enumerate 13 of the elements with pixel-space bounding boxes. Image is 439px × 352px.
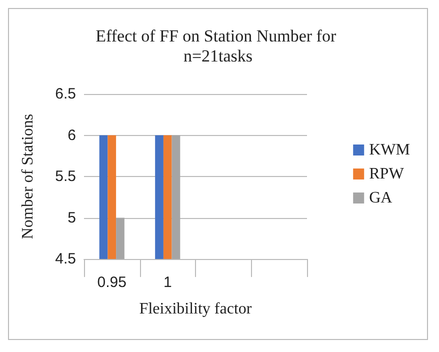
legend-label: RPW	[369, 166, 405, 182]
x-axis-title: Fleixibility factor	[139, 300, 252, 318]
x-tick-label: 1	[163, 274, 172, 291]
y-tick-label: 5	[68, 209, 76, 226]
y-axis-title: Nomber of Stations	[20, 114, 36, 240]
legend-label: GA	[369, 190, 393, 206]
legend-label: KWM	[369, 142, 410, 158]
y-tick-label: 6.5	[55, 86, 76, 102]
y-tick-label: 5.5	[55, 168, 76, 185]
chart-title: Effect of FF on Station Number for n=21tasks	[96, 26, 340, 66]
y-tick-label: 4.5	[55, 250, 76, 268]
y-tick-label: 6	[68, 126, 76, 144]
x-tick-label: 0.95	[97, 274, 126, 291]
